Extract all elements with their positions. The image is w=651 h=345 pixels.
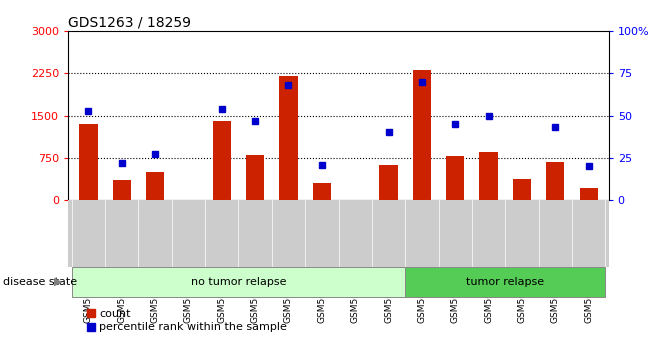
Bar	[546, 162, 564, 200]
Text: tumor relapse: tumor relapse	[466, 277, 544, 287]
Bar	[579, 188, 598, 200]
Bar	[79, 124, 98, 200]
Bar	[213, 121, 231, 200]
Text: GDS1263 / 18259: GDS1263 / 18259	[68, 16, 191, 30]
Bar	[479, 152, 498, 200]
Bar	[446, 156, 464, 200]
Bar	[72, 267, 405, 297]
Bar	[513, 179, 531, 200]
Bar	[279, 76, 298, 200]
Bar	[380, 165, 398, 200]
Bar	[113, 180, 131, 200]
Legend: count, percentile rank within the sample: count, percentile rank within the sample	[87, 309, 287, 333]
Bar	[246, 155, 264, 200]
Text: ▶: ▶	[54, 277, 63, 287]
Bar	[413, 70, 431, 200]
Bar	[146, 172, 164, 200]
Text: disease state: disease state	[3, 277, 77, 287]
Bar	[312, 183, 331, 200]
Text: no tumor relapse: no tumor relapse	[191, 277, 286, 287]
Bar	[405, 267, 605, 297]
